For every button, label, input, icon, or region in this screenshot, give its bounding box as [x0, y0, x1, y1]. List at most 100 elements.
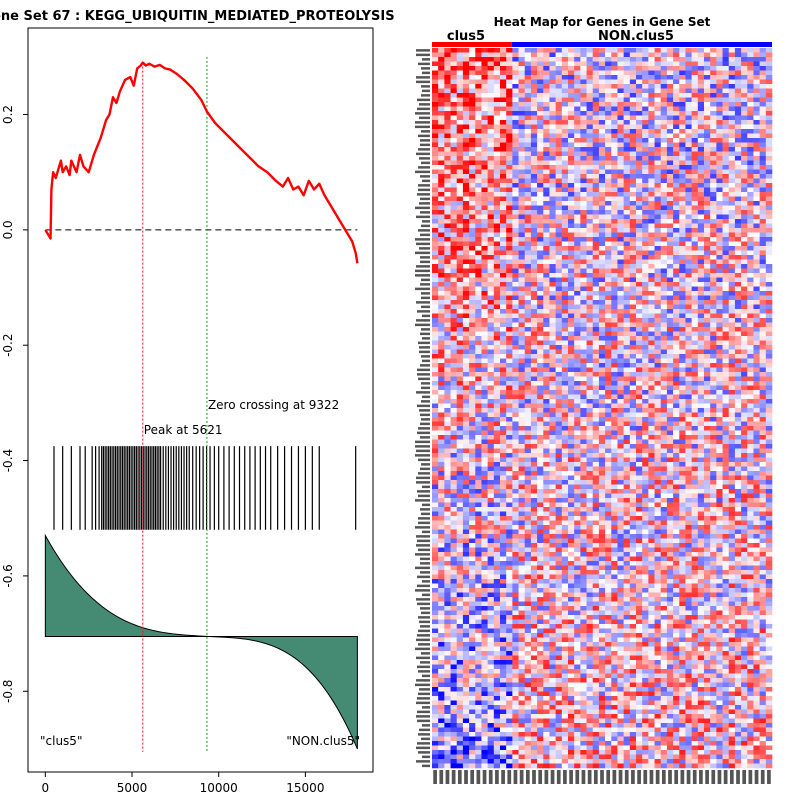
- heatmap-cell: [469, 377, 475, 382]
- heatmap-cell: [463, 179, 469, 184]
- heatmap-cell: [642, 107, 648, 112]
- heatmap-cell: [611, 282, 617, 287]
- heatmap-cell: [753, 161, 759, 166]
- heatmap-cell: [457, 134, 463, 139]
- heatmap-cell: [537, 332, 543, 337]
- heatmap-cell: [624, 129, 630, 134]
- heatmap-cell: [698, 305, 704, 310]
- heatmap-cell: [475, 395, 481, 400]
- heatmap-cell: [512, 242, 518, 247]
- heatmap-cell: [735, 215, 741, 220]
- heatmap-cell: [587, 269, 593, 274]
- heatmap-cell: [451, 219, 457, 224]
- heatmap-cell: [729, 287, 735, 292]
- row-label-mark: [418, 751, 430, 753]
- heatmap-cell: [710, 327, 716, 332]
- heatmap-cell: [642, 174, 648, 179]
- heatmap-cell: [760, 377, 766, 382]
- heatmap-cell: [580, 107, 586, 112]
- heatmap-cell: [444, 219, 450, 224]
- heatmap-cell: [432, 188, 438, 193]
- heatmap-cell: [753, 233, 759, 238]
- heatmap-cell: [506, 372, 512, 377]
- heatmap-cell: [562, 125, 568, 130]
- heatmap-cell: [741, 287, 747, 292]
- heatmap-cell: [617, 129, 623, 134]
- heatmap-cell: [580, 89, 586, 94]
- row-label-mark: [417, 405, 430, 407]
- heatmap-cell: [636, 102, 642, 107]
- heatmap-cell: [617, 332, 623, 337]
- heatmap-cell: [655, 354, 661, 359]
- heatmap-cell: [475, 174, 481, 179]
- heatmap-cell: [506, 66, 512, 71]
- heatmap-cell: [512, 417, 518, 422]
- heatmap-cell: [685, 318, 691, 323]
- heatmap-cell: [648, 57, 654, 62]
- heatmap-cell: [531, 273, 537, 278]
- heatmap-cell: [549, 161, 555, 166]
- heatmap-cell: [531, 93, 537, 98]
- heatmap-cell: [599, 273, 605, 278]
- heatmap-cell: [562, 102, 568, 107]
- heatmap-cell: [488, 62, 494, 67]
- heatmap-cell: [716, 165, 722, 170]
- heatmap-cell: [655, 408, 661, 413]
- heatmap-cell: [642, 237, 648, 242]
- heatmap-cell: [587, 84, 593, 89]
- heatmap-cell: [723, 179, 729, 184]
- heatmap-cell: [475, 66, 481, 71]
- heatmap-cell: [710, 282, 716, 287]
- heatmap-cell: [494, 323, 500, 328]
- heatmap-cell: [593, 129, 599, 134]
- heatmap-cell: [617, 282, 623, 287]
- heatmap-cell: [624, 116, 630, 121]
- heatmap-cell: [519, 233, 525, 238]
- heatmap-cell: [605, 210, 611, 215]
- heatmap-cell: [704, 269, 710, 274]
- heatmap-cell: [469, 381, 475, 386]
- heatmap-cell: [562, 251, 568, 256]
- heatmap-cell: [512, 219, 518, 224]
- heatmap-cell: [457, 201, 463, 206]
- heatmap-cell: [661, 161, 667, 166]
- heatmap-cell: [648, 188, 654, 193]
- heatmap-cell: [549, 287, 555, 292]
- heatmap-cell: [457, 215, 463, 220]
- heatmap-cell: [543, 71, 549, 76]
- heatmap-cell: [519, 170, 525, 175]
- heatmap-cell: [617, 264, 623, 269]
- heatmap-cell: [753, 57, 759, 62]
- heatmap-cell: [617, 134, 623, 139]
- heatmap-cell: [605, 125, 611, 130]
- heatmap-cell: [457, 314, 463, 319]
- heatmap-cell: [624, 210, 630, 215]
- heatmap-cell: [568, 53, 574, 58]
- heatmap-cell: [512, 251, 518, 256]
- heatmap-cell: [580, 219, 586, 224]
- heatmap-cell: [630, 395, 636, 400]
- heatmap-cell: [556, 134, 562, 139]
- heatmap-cell: [741, 372, 747, 377]
- right-class-label: "NON.clus5": [286, 734, 360, 748]
- heatmap-cell: [685, 399, 691, 404]
- heatmap-cell: [692, 318, 698, 323]
- heatmap-cell: [716, 305, 722, 310]
- heatmap-cell: [747, 273, 753, 278]
- heatmap-cell: [704, 341, 710, 346]
- heatmap-cell: [500, 107, 506, 112]
- heatmap-cell: [543, 300, 549, 305]
- heatmap-cell: [747, 255, 753, 260]
- heatmap-cell: [679, 201, 685, 206]
- heatmap-cell: [568, 390, 574, 395]
- heatmap-cell: [698, 192, 704, 197]
- heatmap-cell: [698, 282, 704, 287]
- heatmap-cell: [753, 246, 759, 251]
- heatmap-cell: [457, 246, 463, 251]
- heatmap-cell: [531, 368, 537, 373]
- heatmap-cell: [580, 246, 586, 251]
- heatmap-cell: [741, 332, 747, 337]
- heatmap-cell: [636, 165, 642, 170]
- heatmap-cell: [469, 282, 475, 287]
- row-label-mark: [417, 540, 430, 542]
